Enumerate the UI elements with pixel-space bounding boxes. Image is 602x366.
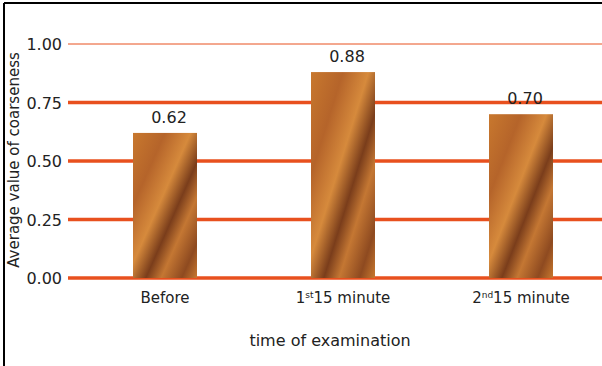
bar [311,72,375,278]
data-label: 0.62 [151,108,187,127]
y-tick-label: 0.00 [26,269,62,288]
bar [489,114,553,278]
y-tick-label: 1.00 [26,35,62,54]
x-tick-label: 2nd15 minute [472,289,570,307]
x-axis-label: time of examination [249,331,410,350]
x-tick-label: 1st15 minute [296,289,391,307]
data-label: 0.70 [507,89,543,108]
grid-line [68,44,602,45]
y-tick-label: 0.25 [26,211,62,230]
x-tick-label: Before [140,289,189,307]
bar [133,133,197,278]
y-axis-label: Average value of coarseness [5,52,23,268]
y-tick-label: 0.50 [26,152,62,171]
y-tick-label: 0.75 [26,94,62,113]
labels: 0.62 Before 0.88 1st15 minute 0.70 2nd15 minu… [140,47,569,307]
frame [4,2,602,4]
data-label: 0.88 [329,47,365,66]
bars [133,72,553,278]
